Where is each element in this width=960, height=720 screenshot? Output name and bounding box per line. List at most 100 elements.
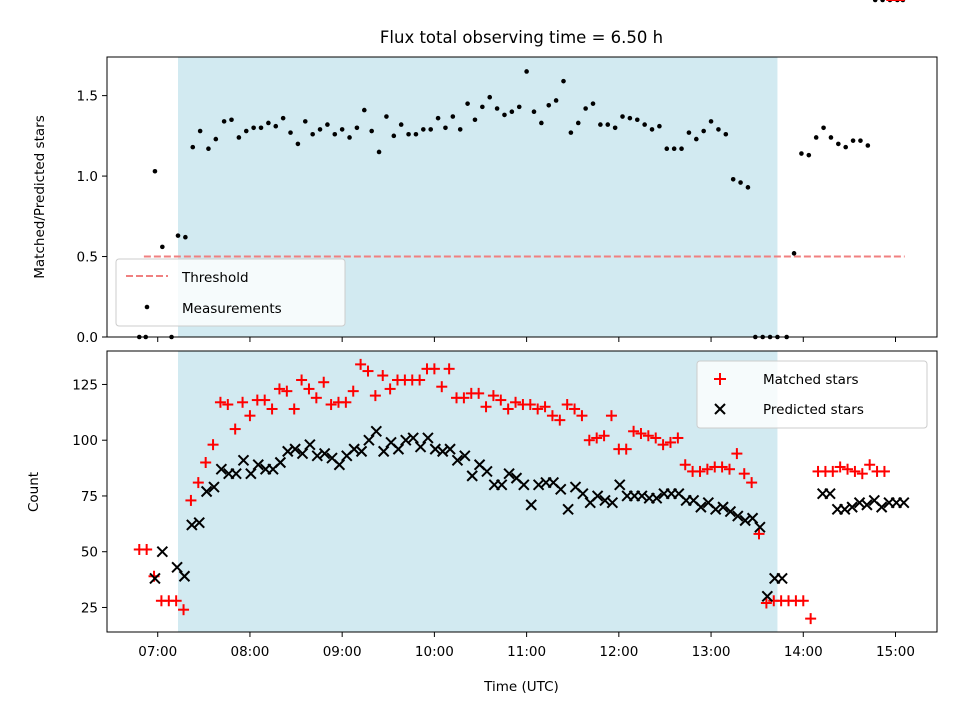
predicted-marker-stroke bbox=[577, 488, 589, 500]
measurement-point bbox=[745, 185, 751, 190]
matched-star-point bbox=[591, 432, 603, 444]
measurement-point bbox=[821, 125, 826, 131]
matched-star-point bbox=[222, 399, 234, 411]
matched-star-point bbox=[377, 370, 389, 382]
matched-star-point bbox=[546, 410, 558, 422]
matched-star-point bbox=[178, 604, 190, 616]
measurements-series bbox=[136, 0, 906, 340]
measurement-point bbox=[450, 114, 456, 119]
predicted-marker-stroke bbox=[724, 505, 737, 518]
legend-predicted-label: Predicted stars bbox=[763, 402, 864, 418]
matched-star-point bbox=[620, 443, 632, 455]
predicted-star-point bbox=[761, 590, 774, 603]
predicted-star-point bbox=[518, 479, 530, 491]
predicted-star-point bbox=[436, 445, 449, 458]
predicted-marker-stroke bbox=[459, 450, 471, 462]
matched-star-point bbox=[856, 468, 868, 480]
matched-star-point bbox=[746, 477, 758, 489]
predicted-marker-stroke bbox=[385, 436, 397, 449]
predicted-star-point bbox=[724, 505, 737, 518]
measurement-point bbox=[828, 135, 834, 140]
matched-star-point bbox=[303, 383, 315, 395]
predicted-marker-stroke bbox=[289, 443, 301, 455]
measurement-point bbox=[398, 122, 404, 127]
top-y-tick-label: 0.0 bbox=[77, 330, 98, 346]
measurement-point bbox=[590, 101, 596, 106]
measurement-point bbox=[443, 125, 448, 131]
matched-star-point bbox=[473, 387, 485, 399]
predicted-marker-stroke bbox=[650, 492, 663, 504]
predicted-marker-stroke bbox=[739, 514, 751, 527]
bottom-legend-box bbox=[696, 360, 928, 429]
matched-star-point bbox=[318, 376, 330, 388]
matched-star-point bbox=[266, 403, 278, 415]
predicted-star-point bbox=[304, 438, 316, 451]
predicted-star-point bbox=[466, 470, 478, 482]
measurement-point bbox=[435, 115, 441, 121]
predicted-star-point bbox=[149, 572, 161, 585]
predicted-marker-stroke bbox=[599, 494, 611, 507]
legend-predicted-marker bbox=[714, 403, 726, 415]
top-y-tick-label: 1.5 bbox=[77, 89, 98, 105]
matched-star-point bbox=[842, 463, 854, 475]
measurement-point bbox=[813, 135, 819, 140]
top-y-tick-label: 0.5 bbox=[77, 250, 98, 266]
matched-star-point bbox=[539, 401, 551, 413]
legend-matched-label: Matched stars bbox=[763, 372, 859, 388]
measurement-point bbox=[836, 141, 841, 147]
predicted-marker-stroke bbox=[171, 561, 183, 574]
measurement-point bbox=[197, 128, 203, 134]
matched-star-point bbox=[170, 595, 182, 607]
measurement-point bbox=[605, 122, 611, 127]
chart-title: Flux total observing time = 6.50 h bbox=[380, 28, 663, 47]
measurement-point bbox=[598, 122, 603, 127]
predicted-star-point bbox=[156, 546, 169, 558]
bottom-x-tick-label: 10:00 bbox=[415, 644, 454, 660]
measurement-point bbox=[347, 135, 352, 140]
predicted-star-point bbox=[481, 465, 493, 478]
predicted-marker-stroke bbox=[898, 496, 910, 509]
top-legend: Threshold Measurements bbox=[115, 258, 346, 327]
predicted-star-point bbox=[898, 496, 910, 509]
predicted-marker-stroke bbox=[208, 481, 220, 493]
measurement-point bbox=[642, 122, 647, 127]
measurement-point bbox=[295, 141, 301, 147]
measurement-point bbox=[791, 251, 797, 256]
predicted-marker-stroke bbox=[525, 499, 537, 511]
predicted-marker-stroke bbox=[518, 479, 530, 491]
matched-star-point bbox=[760, 597, 772, 609]
matched-star-point bbox=[827, 465, 839, 477]
predicted-marker-stroke bbox=[547, 476, 560, 489]
matched-star-point bbox=[281, 385, 293, 397]
predicted-marker-stroke bbox=[348, 443, 360, 455]
predicted-marker-stroke bbox=[481, 465, 493, 478]
predicted-star-point bbox=[650, 492, 663, 504]
matched-star-point bbox=[878, 465, 890, 477]
predicted-star-point bbox=[333, 459, 346, 471]
predicted-star-point bbox=[709, 503, 722, 516]
matched-star-point bbox=[141, 543, 153, 555]
predicted-star-point bbox=[407, 432, 419, 444]
predicted-marker-stroke bbox=[370, 425, 382, 437]
predicted-star-point bbox=[606, 496, 619, 509]
measurement-point bbox=[723, 131, 729, 137]
predicted-marker-stroke bbox=[407, 432, 419, 444]
measurement-point bbox=[649, 127, 655, 132]
predicted-star-point bbox=[451, 454, 464, 466]
predicted-star-point bbox=[555, 483, 567, 495]
predicted-marker-stroke bbox=[875, 501, 888, 513]
predicted-star-point bbox=[289, 443, 301, 455]
predicted-marker-stroke bbox=[555, 483, 567, 495]
predicted-star-point bbox=[422, 432, 434, 444]
predicted-star-point bbox=[245, 467, 257, 480]
predicted-marker-stroke bbox=[673, 488, 685, 500]
measurement-point bbox=[236, 135, 242, 140]
bottom-panel: 25 50 75 100 125 07:00 08:00 09:00 10:00 11:00 12… bbox=[26, 0, 938, 695]
predicted-marker-stroke bbox=[776, 572, 788, 585]
measurement-point bbox=[457, 127, 463, 132]
measurement-point bbox=[465, 101, 470, 106]
matched-star-point bbox=[200, 457, 212, 469]
matched-star-point bbox=[664, 436, 676, 448]
measurement-point bbox=[152, 168, 158, 174]
matched-star-point bbox=[207, 439, 219, 451]
